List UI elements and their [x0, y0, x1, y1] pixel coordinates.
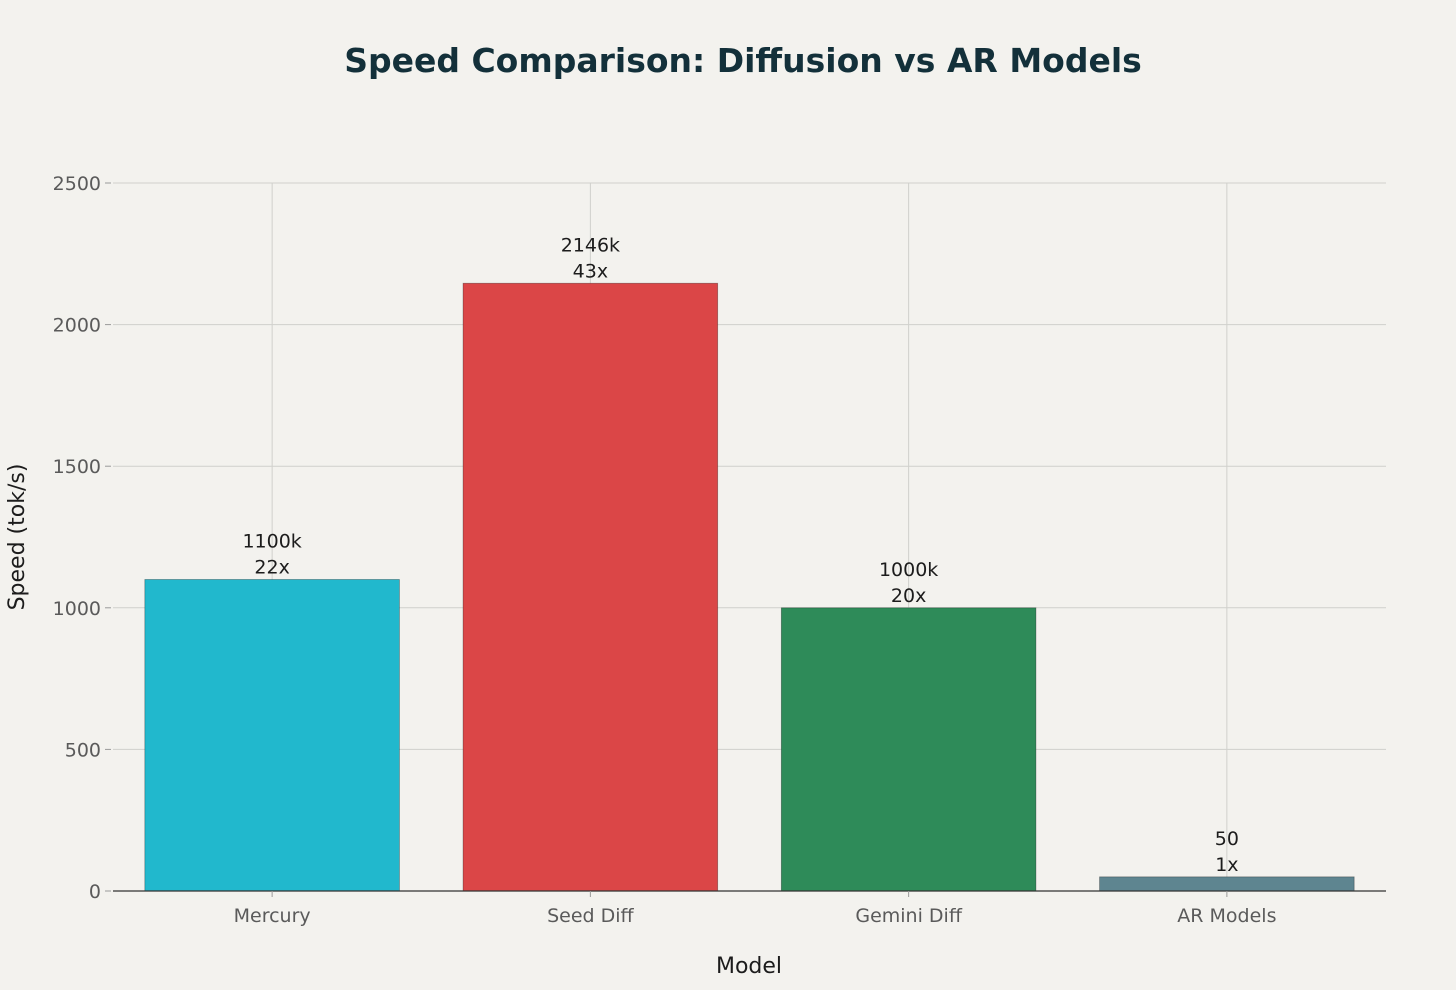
bar-ar-models	[1099, 876, 1355, 892]
y-tick-label: 2000	[53, 315, 101, 337]
y-tick-label: 2500	[53, 173, 101, 195]
y-tick-label: 1000	[53, 598, 101, 620]
x-tick-label: Seed Diff	[547, 905, 634, 927]
axes: 0 500 1000 1500 2000 2500 Mercury Seed Diff Gemi…	[53, 173, 1386, 927]
bar-speedup-label: 43x	[573, 260, 608, 282]
bar-value-label: 2146k	[561, 234, 620, 256]
x-tick-label: Mercury	[234, 905, 311, 927]
x-tick-label: AR Models	[1177, 905, 1276, 927]
bars	[144, 282, 1355, 892]
chart-title: Speed Comparison: Diffusion vs AR Models	[344, 41, 1142, 80]
bar-speedup-label: 22x	[254, 556, 289, 578]
y-tick-label: 0	[89, 881, 101, 903]
y-tick-label: 1500	[53, 456, 101, 478]
bar-speedup-label: 1x	[1215, 854, 1238, 876]
bar-speedup-label: 20x	[891, 585, 926, 607]
bar-seed-diff	[462, 282, 719, 892]
bar-value-label: 1100k	[242, 530, 301, 552]
x-axis-title: Model	[716, 954, 782, 979]
bar-value-label: 50	[1215, 828, 1239, 850]
bar-labels: 1100k 22x 2146k 43x 1000k 20x 50 1x	[242, 234, 1239, 876]
x-tick-label: Gemini Diff	[855, 905, 962, 927]
y-axis-title: Speed (tok/s)	[5, 464, 30, 611]
y-tick-label: 500	[65, 739, 101, 761]
bar-mercury	[144, 579, 400, 892]
bar-gemini-diff	[780, 607, 1037, 892]
bar-value-label: 1000k	[879, 559, 938, 581]
